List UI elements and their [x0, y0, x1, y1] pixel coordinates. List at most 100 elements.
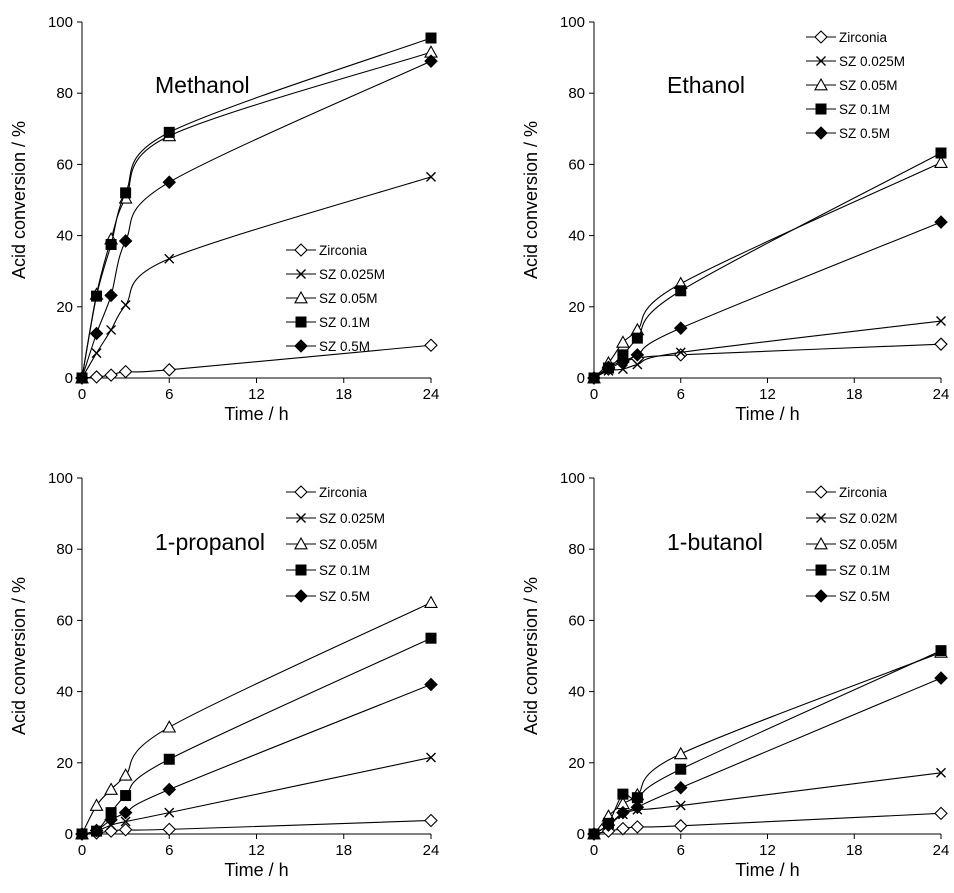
y-tick-label: 80	[56, 541, 73, 558]
data-point	[106, 324, 117, 335]
y-tick-label: 60	[568, 156, 585, 173]
legend-marker	[294, 243, 308, 257]
data-point	[934, 155, 948, 168]
data-point	[163, 126, 175, 138]
data-point	[75, 827, 89, 841]
panel-title: Methanol	[155, 72, 250, 98]
legend-marker	[294, 485, 308, 499]
data-point	[934, 671, 948, 685]
y-tick-label: 80	[568, 85, 585, 102]
y-tick-label: 100	[560, 14, 585, 31]
y-axis-title: Acid conversion / %	[521, 121, 541, 279]
x-tick-label: 6	[165, 842, 173, 859]
data-point	[89, 823, 104, 838]
data-point	[673, 746, 688, 760]
data-point	[118, 822, 133, 837]
x-tick-label: 24	[423, 842, 440, 859]
x-tick-label: 24	[933, 842, 950, 859]
data-point	[601, 360, 616, 375]
legend-label: SZ 0.1M	[839, 563, 890, 578]
data-point	[424, 595, 438, 608]
data-point	[934, 215, 948, 229]
legend-marker	[295, 316, 307, 328]
data-point	[162, 822, 177, 837]
x-axis-title: Time / h	[224, 860, 288, 880]
legend-label: SZ 0.025M	[839, 54, 905, 69]
data-point	[104, 782, 119, 795]
y-tick-label: 100	[48, 14, 73, 31]
series-sz-0-1m	[76, 32, 437, 384]
legend-marker	[295, 564, 307, 576]
data-point	[425, 32, 437, 44]
data-point	[630, 800, 645, 815]
data-point	[118, 768, 133, 781]
y-tick-label: 60	[568, 612, 585, 629]
legend-label: SZ 0.1M	[319, 563, 370, 578]
data-point	[118, 364, 133, 379]
series-line	[81, 37, 432, 379]
series-line	[81, 819, 432, 835]
y-tick-label: 20	[568, 755, 585, 772]
series-sz-0-5m	[75, 677, 438, 841]
legend-label: SZ 0.1M	[319, 315, 370, 330]
y-tick-label: 0	[577, 370, 585, 387]
data-point	[630, 820, 645, 834]
data-point	[104, 288, 118, 303]
chart-panel-4: 0 20 40 60 80 100 0 6 12 18 24 Time / h Acid convers…	[521, 470, 949, 880]
x-tick-label: 18	[846, 842, 863, 859]
data-point	[162, 363, 177, 377]
series-line	[593, 320, 942, 379]
chart-panel-3: 0 20 40 60 80 100 0 6 12 18 24 Time / h Acid convers…	[9, 470, 439, 880]
y-tick-label: 100	[560, 470, 585, 487]
data-point	[673, 780, 688, 795]
series-sz-0-5m	[587, 671, 948, 841]
legend: Zirconia SZ 0.025M SZ 0.05M SZ 0.1M SZ 0.5M	[806, 30, 905, 141]
data-point	[935, 147, 947, 159]
data-point	[615, 335, 630, 348]
legend-label: SZ 0.05M	[839, 78, 898, 93]
series-sz-0-05m	[587, 645, 948, 840]
legend-label: Zirconia	[839, 30, 888, 45]
legend-marker	[816, 56, 826, 66]
data-point	[675, 285, 687, 297]
data-point	[120, 187, 132, 199]
x-tick-label: 6	[677, 842, 685, 859]
panel-title: 1-propanol	[155, 529, 265, 555]
legend-marker	[294, 536, 308, 550]
data-point	[164, 807, 175, 818]
legend-label: SZ 0.05M	[319, 537, 378, 552]
series-zirconia	[75, 338, 438, 385]
data-point	[630, 348, 645, 362]
x-tick-label: 12	[759, 386, 776, 403]
series-line	[81, 637, 432, 835]
legend-label: Zirconia	[839, 485, 888, 500]
y-axis-title: Acid conversion / %	[9, 121, 29, 279]
data-point	[118, 805, 133, 820]
y-tick-label: 40	[56, 684, 73, 701]
data-point	[104, 368, 118, 382]
data-point	[673, 348, 688, 362]
series-line	[81, 51, 432, 379]
legend-marker	[814, 536, 828, 550]
legend-marker	[294, 290, 308, 304]
legend-marker	[814, 77, 828, 91]
x-axis-title: Time / h	[735, 404, 799, 424]
series-line	[81, 60, 432, 379]
series-sz-0-5m	[587, 215, 948, 385]
x-tick-label: 12	[759, 842, 776, 859]
data-point	[424, 338, 438, 353]
data-point	[631, 332, 643, 344]
series-line	[593, 651, 942, 835]
x-axis-title: Time / h	[224, 404, 288, 424]
data-point	[632, 359, 643, 370]
x-tick-label: 0	[78, 386, 86, 403]
data-point	[104, 812, 118, 827]
data-point	[89, 326, 104, 341]
y-tick-label: 0	[65, 370, 73, 387]
series-sz-0-05m	[75, 45, 438, 384]
y-tick-label: 80	[56, 85, 73, 102]
data-point	[617, 364, 628, 375]
legend-label: SZ 0.5M	[839, 589, 890, 604]
legend-label: SZ 0.025M	[319, 511, 385, 526]
